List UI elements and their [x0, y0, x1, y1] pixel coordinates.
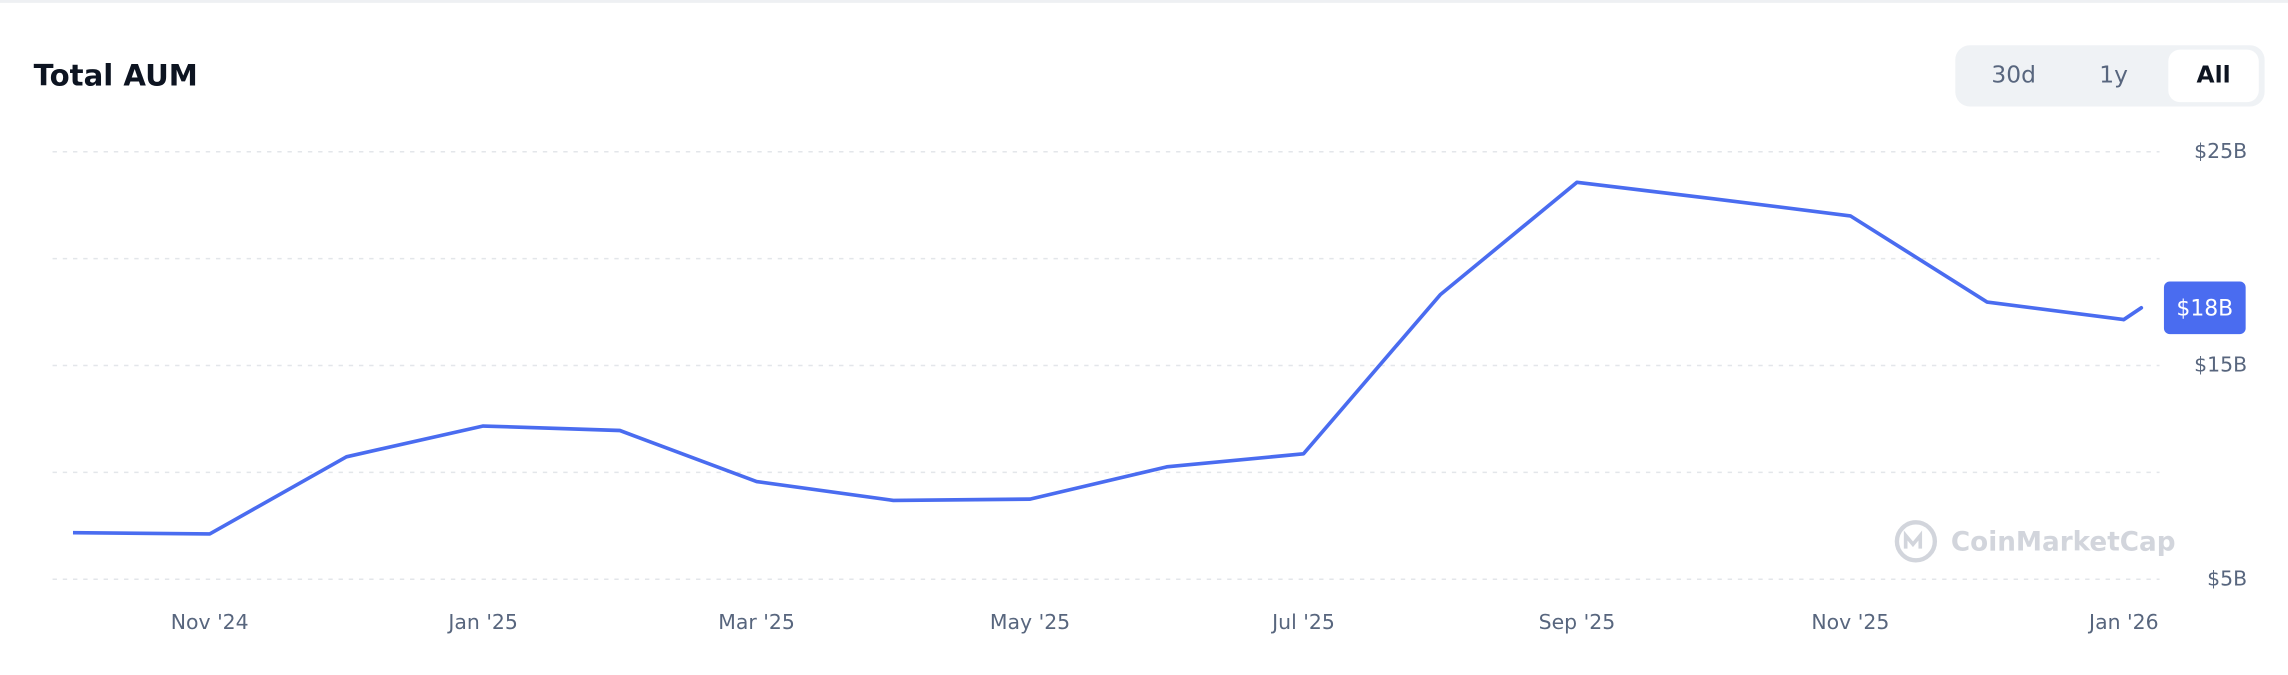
current-segment [2121, 305, 2144, 322]
x-tick-label: Jan '26 [2087, 610, 2159, 634]
x-tick-label: May '25 [990, 610, 1070, 634]
x-tick-label: Sep '25 [1539, 610, 1616, 634]
range-button-active[interactable] [2168, 49, 2259, 103]
range-button[interactable]: All [2197, 60, 2231, 88]
current-value-badge [2163, 281, 2246, 335]
line [72, 180, 2125, 536]
x-tick-label: Nov '25 [1811, 610, 1889, 634]
watermark: CoinMarketCap [1894, 520, 2176, 563]
x-tick-label: Jul '25 [1270, 610, 1335, 634]
x-tick-label: Mar '25 [718, 610, 795, 634]
current-value-label: $18B [2176, 296, 2233, 321]
y-tick-label: $5B [2207, 566, 2247, 590]
watermark-text: CoinMarketCap [1951, 527, 2176, 557]
range-button[interactable]: 1y [2099, 60, 2128, 88]
x-tick-label: Nov '24 [171, 610, 249, 634]
chart-title: Total AUM [34, 58, 198, 92]
x-tick-label: Jan '25 [446, 610, 518, 634]
y-tick-label: $15B [2194, 353, 2247, 377]
range-button[interactable]: 30d [1991, 60, 2035, 88]
y-tick-label: $25B [2194, 139, 2247, 163]
